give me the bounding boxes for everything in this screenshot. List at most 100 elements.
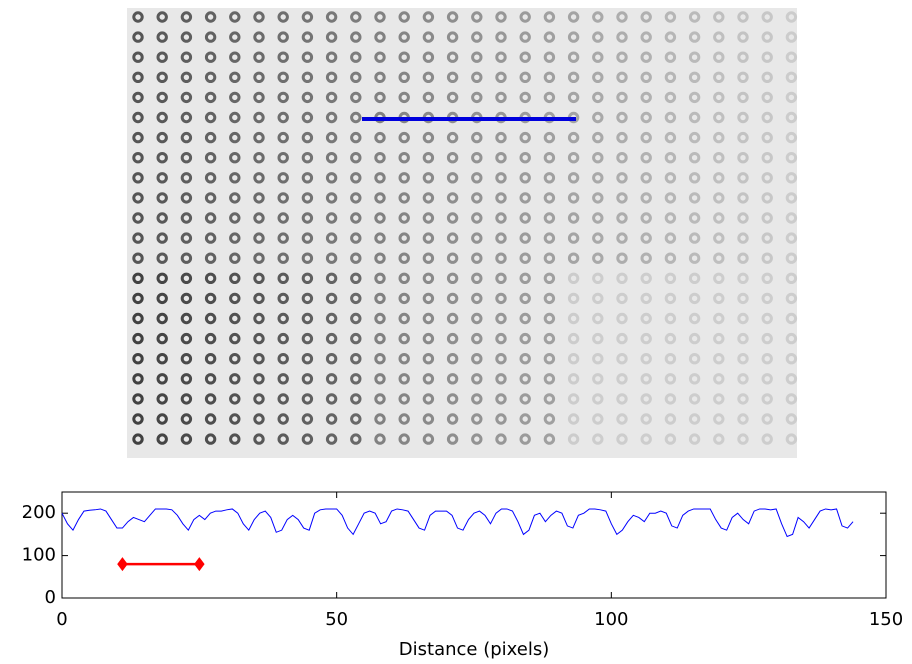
dot <box>325 71 338 84</box>
dot <box>446 51 459 63</box>
dot <box>277 31 289 43</box>
dot <box>567 232 580 244</box>
dot <box>785 353 798 365</box>
dot <box>325 393 338 405</box>
dot <box>132 91 144 104</box>
dot <box>229 212 241 224</box>
dot <box>422 71 435 84</box>
dot <box>156 232 168 244</box>
dot <box>737 172 749 184</box>
dot <box>156 131 168 144</box>
dot <box>180 232 193 244</box>
dot <box>567 51 580 63</box>
dot <box>761 312 773 325</box>
dot <box>567 71 580 84</box>
dot <box>180 272 193 284</box>
dot <box>688 373 701 385</box>
dot <box>519 312 531 325</box>
dot <box>688 413 701 425</box>
dot <box>277 192 289 204</box>
dot <box>519 393 531 405</box>
dot <box>398 172 410 184</box>
dot <box>204 111 217 124</box>
dot <box>471 373 483 385</box>
dot <box>495 212 507 224</box>
dot <box>664 373 677 385</box>
dot <box>374 192 386 204</box>
dot <box>664 152 677 164</box>
dot <box>592 31 604 43</box>
dot <box>156 11 168 23</box>
dot <box>277 353 289 365</box>
dot <box>132 71 144 84</box>
dot <box>229 91 241 104</box>
dot <box>519 353 531 365</box>
dot <box>519 433 531 445</box>
dot <box>325 272 338 284</box>
dot <box>204 292 217 305</box>
dot <box>350 51 362 63</box>
dot <box>325 413 338 425</box>
dot <box>446 373 459 385</box>
dot <box>229 252 241 264</box>
dot <box>785 413 798 425</box>
dot <box>519 91 531 104</box>
dot <box>301 91 314 104</box>
dot <box>713 252 725 264</box>
dot <box>471 292 483 305</box>
dot <box>277 111 289 124</box>
dot <box>301 433 314 445</box>
dot <box>761 172 773 184</box>
dot <box>325 252 338 264</box>
dot <box>592 91 604 104</box>
dot <box>495 91 507 104</box>
dot <box>204 172 217 184</box>
dot <box>229 433 241 445</box>
dot <box>374 152 386 164</box>
dot <box>229 152 241 164</box>
dot <box>398 393 410 405</box>
dot <box>543 312 556 325</box>
dot <box>398 212 410 224</box>
dot <box>253 152 265 164</box>
dot <box>350 212 362 224</box>
dot <box>616 272 628 284</box>
dot <box>592 292 604 305</box>
dot <box>785 212 798 224</box>
dot <box>713 91 725 104</box>
dot <box>640 212 652 224</box>
dot <box>737 212 749 224</box>
dot <box>640 192 652 204</box>
dot <box>761 252 773 264</box>
dot <box>229 71 241 84</box>
dot <box>592 373 604 385</box>
dot <box>688 292 701 305</box>
dot <box>325 111 338 124</box>
dot <box>640 393 652 405</box>
dot <box>737 373 749 385</box>
dot <box>422 51 435 63</box>
dot <box>374 373 386 385</box>
dot <box>567 272 580 284</box>
dot <box>253 373 265 385</box>
dot <box>543 152 556 164</box>
dot <box>519 272 531 284</box>
dot <box>180 131 193 144</box>
dot <box>301 152 314 164</box>
dot <box>495 192 507 204</box>
dot <box>495 131 507 144</box>
dot <box>713 212 725 224</box>
dot <box>325 312 338 325</box>
dot <box>471 252 483 264</box>
dot <box>301 252 314 264</box>
dot <box>592 312 604 325</box>
dot <box>785 332 798 345</box>
dot <box>253 332 265 345</box>
dot <box>398 91 410 104</box>
dot <box>785 433 798 445</box>
y-tick-label: 200 <box>22 502 56 523</box>
dot-image <box>127 8 797 458</box>
dot <box>567 353 580 365</box>
dot <box>422 272 435 284</box>
dot <box>204 11 217 23</box>
